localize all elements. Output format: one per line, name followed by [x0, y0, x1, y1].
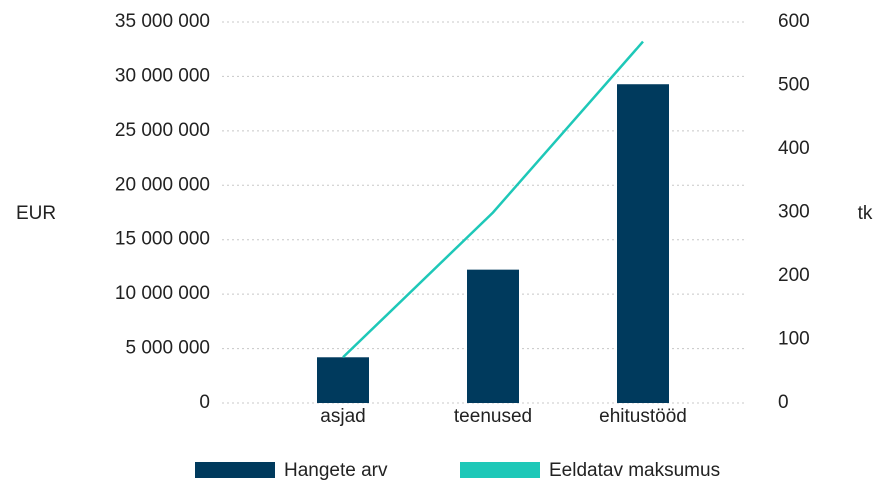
line [342, 40, 644, 359]
legend-swatch [460, 462, 540, 478]
bar [467, 269, 519, 403]
y2-tick-label: 300 [778, 202, 810, 223]
y-tick-label: 15 000 000 [115, 229, 210, 250]
x-tick-label: teenused [454, 406, 532, 427]
y-axis-label: EUR [16, 203, 56, 224]
y2-tick-label: 600 [778, 11, 810, 32]
y2-axis-label: tk [858, 203, 873, 224]
y-tick-label: 30 000 000 [115, 65, 210, 86]
y2-tick-label: 0 [778, 392, 789, 413]
y2-tick-label: 400 [778, 138, 810, 159]
bar [317, 357, 369, 403]
x-tick-label: asjad [320, 406, 365, 427]
y-tick-label: 25 000 000 [115, 120, 210, 141]
legend-label: Hangete arv [284, 460, 388, 481]
y-tick-label: 0 [199, 392, 210, 413]
x-tick-label: ehitustööd [599, 406, 687, 427]
y-tick-label: 20 000 000 [115, 174, 210, 195]
bar [617, 84, 669, 403]
legend-label: Eeldatav maksumus [549, 460, 720, 481]
legend-swatch [195, 462, 275, 478]
y2-tick-label: 500 [778, 75, 810, 96]
y-tick-label: 5 000 000 [125, 338, 210, 359]
y2-tick-label: 100 [778, 329, 810, 350]
y2-tick-label: 200 [778, 265, 810, 286]
y-tick-label: 10 000 000 [115, 283, 210, 304]
y-tick-label: 35 000 000 [115, 11, 210, 32]
